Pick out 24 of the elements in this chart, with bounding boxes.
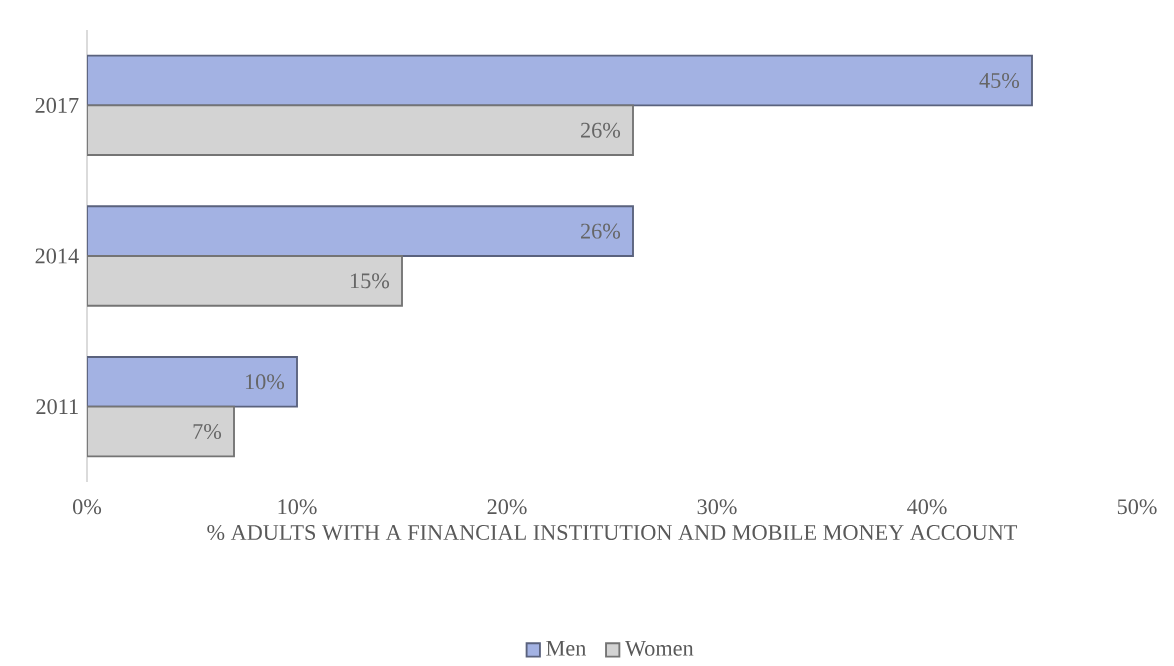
x-axis-title: % ADULTS WITH A FINANCIAL INSTITUTION AND MOBILE MONEY ACCOUNT [207,524,1018,541]
x-tick-label: 10% [278,499,317,515]
legend-label: Men [546,640,587,656]
data-label: 45% [979,72,1020,89]
data-label: 10% [245,374,285,390]
bar [87,255,403,307]
bar [87,405,235,458]
x-tick-label: 0% [73,499,102,515]
bar [87,205,634,257]
y-tick-label: 2011 [36,399,78,415]
data-label: 7% [193,423,222,440]
legend-label: Women [625,640,694,656]
bar [87,54,1033,107]
y-tick-label: 2017 [35,97,79,113]
y-tick-label: 2014 [35,248,79,264]
x-tick-label: 30% [697,499,737,515]
bar [87,104,634,156]
x-tick-label: 50% [1117,499,1157,515]
data-label: 26% [581,122,621,138]
data-label: 26% [581,223,621,239]
x-tick-label: 40% [907,499,947,515]
bar [87,356,298,408]
x-tick-label: 20% [487,499,527,515]
data-label: 15% [350,273,390,289]
